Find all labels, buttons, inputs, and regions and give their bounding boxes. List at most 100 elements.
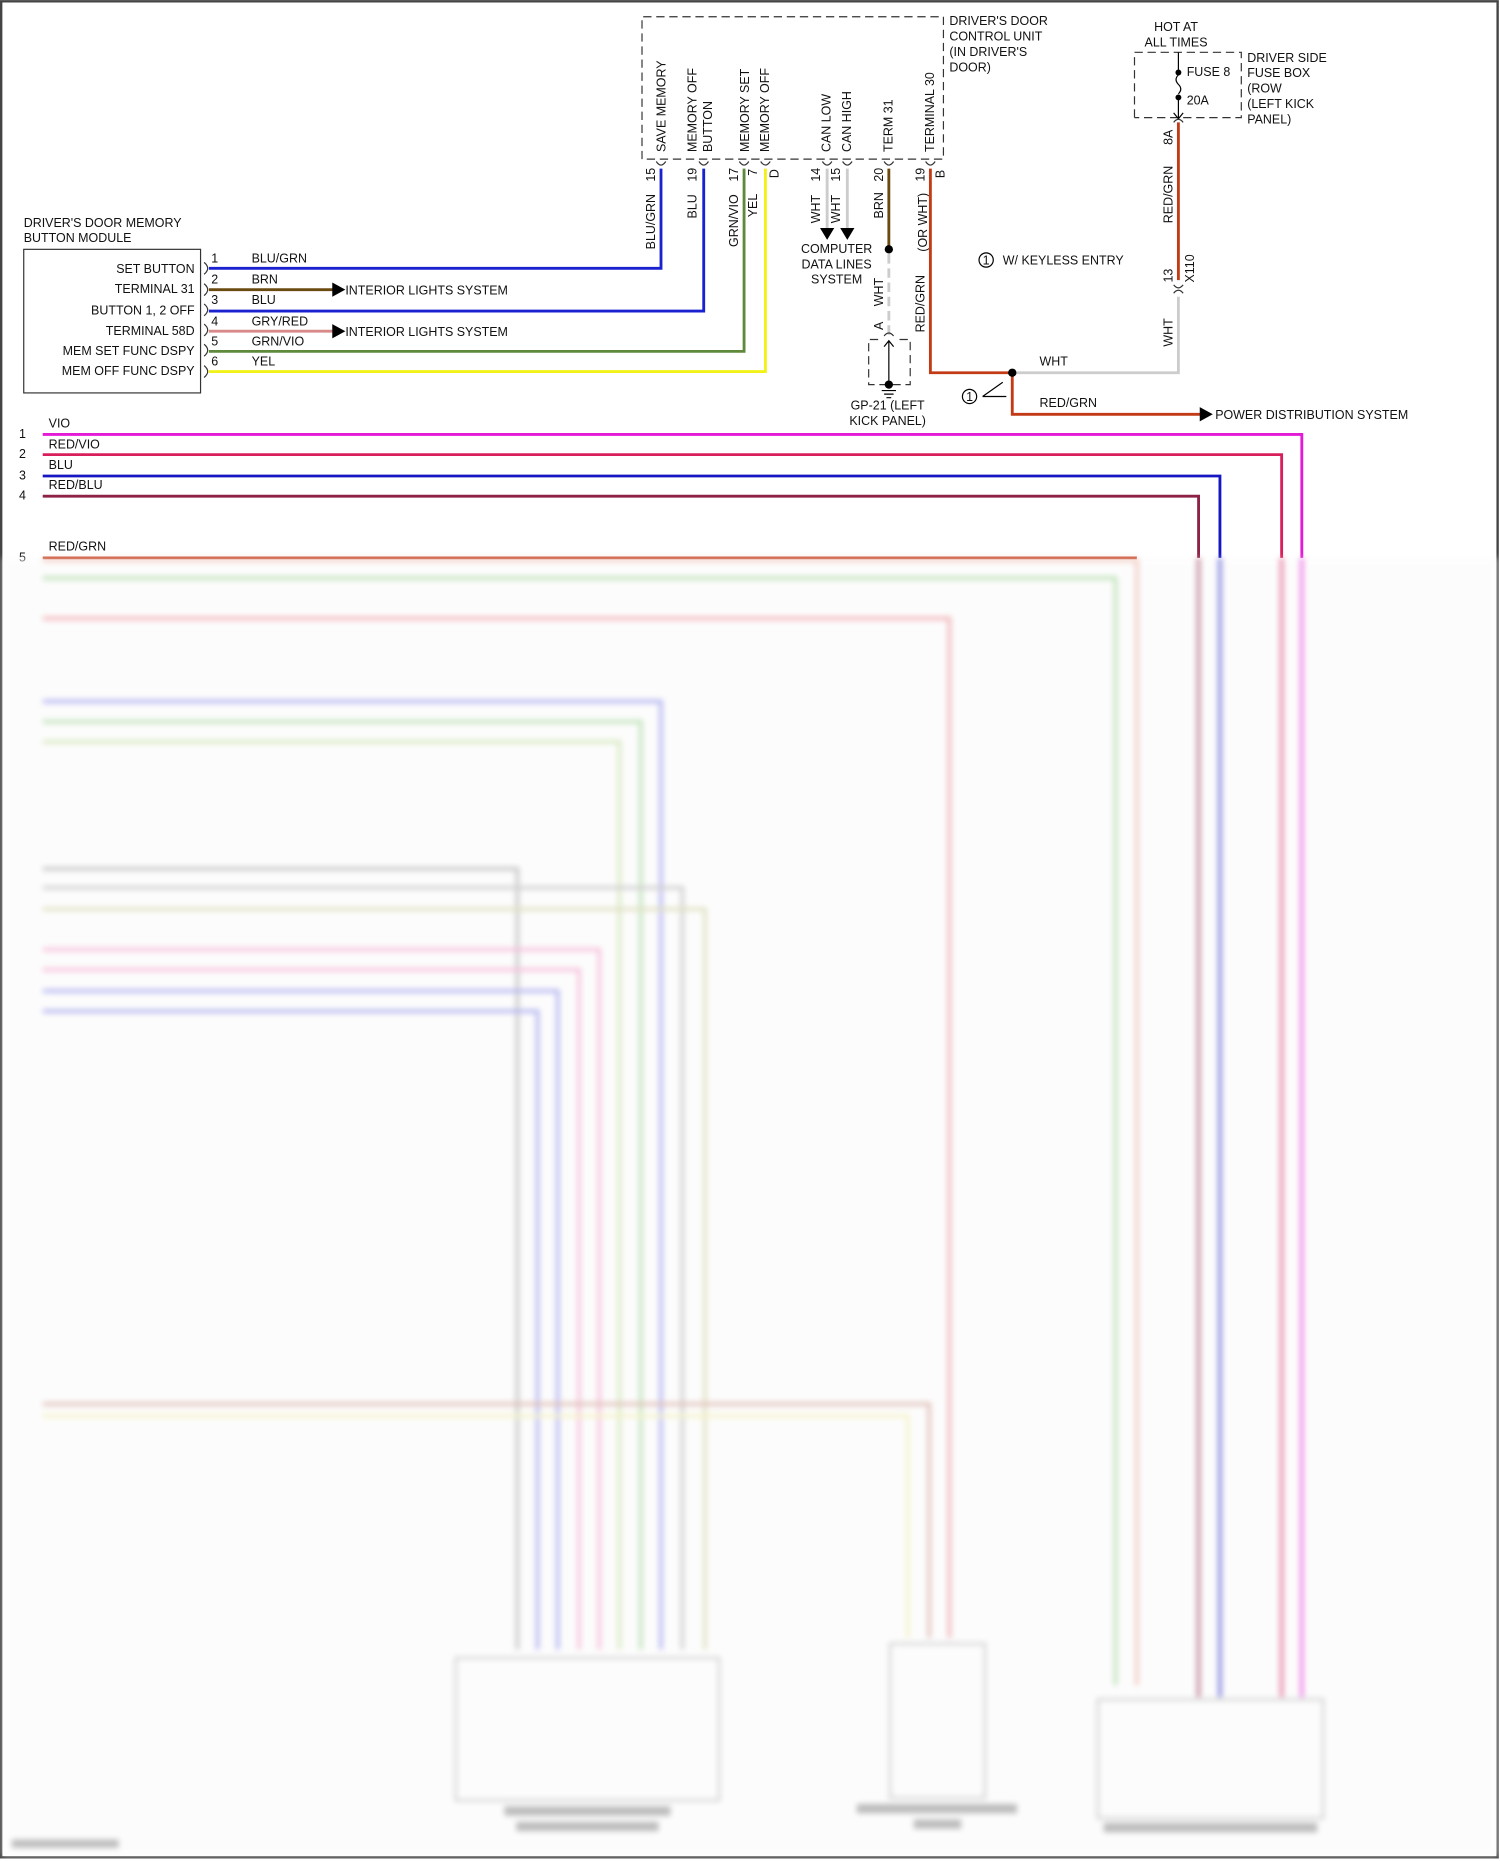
pin-number: 17 bbox=[727, 168, 741, 182]
line-number: 1 bbox=[19, 427, 26, 441]
pin-number: 4 bbox=[211, 314, 218, 328]
pin-label: TERMINAL 58D bbox=[106, 324, 195, 338]
door-control-unit: DRIVER'S DOOR CONTROL UNIT (IN DRIVER'S … bbox=[641, 14, 1048, 332]
conn-letter: A bbox=[872, 321, 886, 330]
pin-label: SET BUTTON bbox=[116, 262, 194, 276]
computer-data-lines-label: COMPUTER bbox=[801, 242, 872, 256]
note-1-symbol: 1 bbox=[983, 254, 990, 268]
wire-label: GRN/VIO bbox=[252, 334, 305, 348]
pin-label: MEMORY SET bbox=[738, 68, 752, 152]
arrow-down-icon bbox=[840, 227, 855, 240]
hot-label: HOT AT bbox=[1154, 20, 1198, 34]
ground-label: GP-21 (LEFT bbox=[851, 399, 925, 413]
pin-label: TERMINAL 30 bbox=[923, 72, 937, 152]
dcu-title-4: DOOR) bbox=[949, 60, 991, 74]
harness-lines: 1 2 3 4 5 VIO RED/VIO BLU RED/BLU RED/GR… bbox=[19, 416, 1304, 564]
note-1-symbol: 1 bbox=[966, 390, 973, 404]
pin-number: 1 bbox=[211, 251, 218, 265]
hot-label: ALL TIMES bbox=[1145, 35, 1208, 49]
fuse-pin: 8A bbox=[1161, 129, 1175, 145]
wire-label: WHT bbox=[809, 194, 823, 223]
wire-label: RED/GRN bbox=[1161, 166, 1175, 223]
wire-label: RED/VIO bbox=[49, 438, 101, 452]
wire-label: VIO bbox=[49, 416, 71, 430]
fuse-box-title: FUSE BOX bbox=[1247, 66, 1311, 80]
wire-label: BRN bbox=[252, 273, 278, 287]
arrow-icon bbox=[332, 282, 346, 297]
pin-number: 15 bbox=[829, 168, 843, 182]
wire-label: WHT bbox=[1161, 318, 1175, 347]
pin-number: 2 bbox=[211, 273, 218, 287]
wire-label: GRY/RED bbox=[252, 314, 309, 328]
wire-label: BRN bbox=[872, 192, 886, 218]
wire-label: RED/BLU bbox=[49, 478, 103, 492]
fuse-box: HOT AT ALL TIMES FUSE 8 20A DRIVER SIDE … bbox=[1133, 20, 1327, 347]
fuse-label: FUSE 8 bbox=[1187, 65, 1231, 79]
pin-label: BUTTON bbox=[701, 101, 715, 152]
pin-number: 19 bbox=[686, 168, 700, 182]
fuse-box-title: DRIVER SIDE bbox=[1247, 51, 1327, 65]
pin-label: BUTTON 1, 2 OFF bbox=[91, 304, 195, 318]
module-title-1: DRIVER'S DOOR MEMORY bbox=[24, 216, 183, 230]
pin-label: CAN LOW bbox=[820, 94, 834, 152]
conn-letter: D bbox=[767, 169, 781, 178]
pin-number: 15 bbox=[644, 168, 658, 182]
wire-label: BLU bbox=[252, 293, 276, 307]
wire-label: WHT bbox=[872, 278, 886, 307]
wire-label: BLU/GRN bbox=[252, 251, 307, 265]
note-1-icon bbox=[961, 388, 978, 405]
dcu-title-2: CONTROL UNIT bbox=[949, 29, 1042, 43]
wires-top bbox=[208, 122, 1213, 422]
pin-number: 19 bbox=[913, 168, 927, 182]
computer-data-lines-label: SYSTEM bbox=[811, 273, 862, 287]
wire-label: BLU bbox=[686, 194, 700, 218]
pin-label: MEMORY OFF bbox=[686, 68, 700, 152]
fuse-box-title: PANEL) bbox=[1247, 113, 1291, 127]
connector-label: X110 bbox=[1183, 254, 1197, 282]
pin-label: MEM SET FUNC DSPY bbox=[63, 344, 196, 358]
blurred-region bbox=[2, 557, 1498, 1857]
module-title-2: BUTTON MODULE bbox=[24, 231, 132, 245]
pin-number: 3 bbox=[211, 293, 218, 307]
wire-label: BLU/GRN bbox=[644, 194, 658, 249]
arrow-down-icon bbox=[820, 227, 835, 240]
pin-label: SAVE MEMORY bbox=[655, 60, 669, 152]
fuse-rating: 20A bbox=[1187, 94, 1210, 108]
pin-number: 14 bbox=[809, 168, 823, 182]
fuse-icon bbox=[1175, 69, 1182, 76]
connector-pin: 13 bbox=[1161, 269, 1175, 283]
wire-label: (OR WHT) bbox=[916, 193, 930, 252]
keyless-note: W/ KEYLESS ENTRY bbox=[1003, 254, 1125, 268]
conn-letter: B bbox=[934, 170, 948, 178]
line-number: 2 bbox=[19, 447, 26, 461]
interior-lights-label: INTERIOR LIGHTS SYSTEM bbox=[345, 283, 508, 297]
line-number: 5 bbox=[19, 550, 26, 564]
wire-label: BLU bbox=[49, 458, 73, 472]
pin-number: 5 bbox=[211, 334, 218, 348]
ground-label: KICK PANEL) bbox=[849, 414, 926, 428]
arrow-icon bbox=[332, 324, 346, 339]
pin-number: 7 bbox=[746, 169, 760, 176]
wire-label: WHT bbox=[829, 194, 843, 223]
fuse-box-title: (ROW bbox=[1247, 82, 1282, 96]
interior-lights-label: INTERIOR LIGHTS SYSTEM bbox=[345, 325, 508, 339]
memory-button-module: DRIVER'S DOOR MEMORY BUTTON MODULE SET B… bbox=[23, 216, 508, 394]
dcu-title-1: DRIVER'S DOOR bbox=[949, 14, 1048, 28]
pin-label: CAN HIGH bbox=[840, 91, 854, 152]
note-1-icon bbox=[978, 252, 994, 268]
wire-label: RED/GRN bbox=[913, 275, 927, 332]
line-number: 4 bbox=[19, 489, 26, 503]
pin-label: TERMINAL 31 bbox=[115, 282, 195, 296]
arrow-icon bbox=[1199, 407, 1213, 422]
wht-label: WHT bbox=[1040, 355, 1069, 369]
pin-label: TERM 31 bbox=[881, 99, 895, 152]
computer-data-lines-label: DATA LINES bbox=[802, 257, 872, 271]
dcu-title-3: (IN DRIVER'S bbox=[949, 45, 1027, 59]
wire-label: GRN/VIO bbox=[727, 194, 741, 247]
pin-label: MEMORY OFF bbox=[758, 68, 772, 152]
wire-label: RED/GRN bbox=[49, 540, 106, 554]
pin-number: 20 bbox=[872, 168, 886, 182]
ground-gp21: GP-21 (LEFT KICK PANEL) bbox=[849, 332, 926, 428]
line-number: 3 bbox=[19, 469, 26, 483]
